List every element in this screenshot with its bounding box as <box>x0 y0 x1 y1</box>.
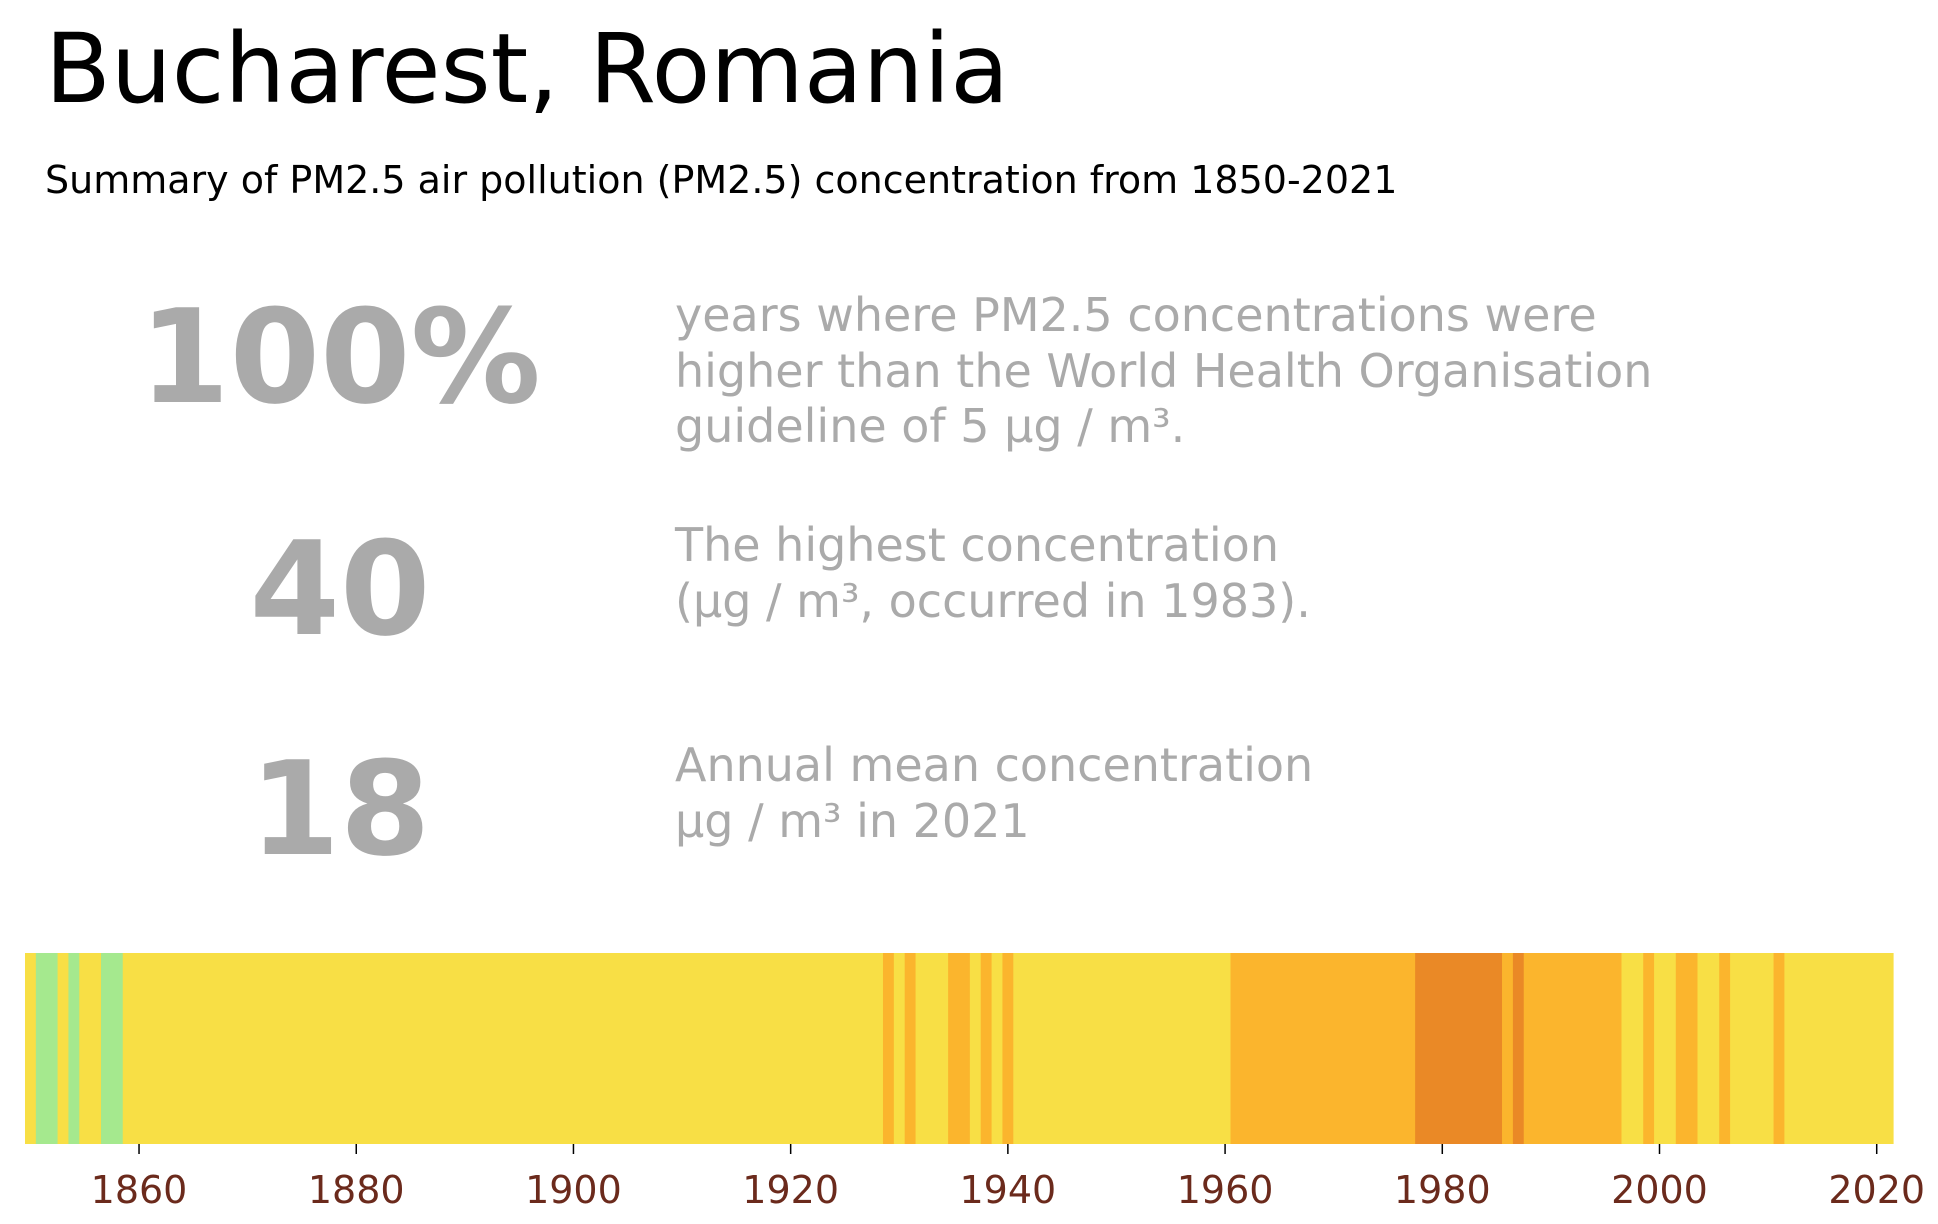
x-tick-label-2000: 2000 <box>1611 1168 1708 1212</box>
stripe-band-1857-1858 <box>101 953 124 1144</box>
x-tick-label-1960: 1960 <box>1177 1168 1274 1212</box>
x-tick-label-1880: 1880 <box>308 1168 405 1212</box>
x-tick-label-1900: 1900 <box>525 1168 622 1212</box>
stripe-band-2006-2006 <box>1719 953 1731 1144</box>
stripe-band-1961-1977 <box>1230 953 1416 1144</box>
x-tick-label-1860: 1860 <box>91 1168 188 1212</box>
stripe-band-1931-1931 <box>904 953 917 1144</box>
stat-highest-value: 40 <box>249 513 431 665</box>
x-tick-label-1980: 1980 <box>1394 1168 1491 1212</box>
stripe-band-2012-2021 <box>1784 953 1894 1144</box>
stripe-band-1940-1940 <box>1002 953 1014 1144</box>
stat-mean-value: 18 <box>249 733 431 885</box>
stripe-band-1930-1930 <box>893 953 906 1144</box>
x-tick-label-1920: 1920 <box>742 1168 839 1212</box>
stripe-band-1987-1987 <box>1512 953 1525 1144</box>
stripe-bands <box>25 953 1894 1144</box>
stripe-band-1937-1937 <box>969 953 982 1144</box>
stripe-band-2000-2001 <box>1654 953 1677 1144</box>
stripe-band-1986-1986 <box>1502 953 1514 1144</box>
stripe-band-1941-1960 <box>1013 953 1232 1144</box>
stripe-band-1850-1850 <box>25 953 37 1144</box>
stripe-band-1935-1936 <box>948 953 971 1144</box>
stat-mean-description: Annual mean concentration µg / m³ in 202… <box>675 738 1314 848</box>
stripe-band-1853-1853 <box>57 953 70 1144</box>
stat-percent-value: 100% <box>139 281 541 433</box>
stripe-band-2002-2003 <box>1675 953 1699 1144</box>
stat-highest-description: The highest concentration (µg / m³, occu… <box>675 518 1311 628</box>
x-tick-label-1940: 1940 <box>960 1168 1057 1212</box>
stat-percent-description: years where PM2.5 concentrations were hi… <box>675 288 1653 454</box>
page-subtitle: Summary of PM2.5 air pollution (PM2.5) c… <box>45 158 1398 202</box>
stripe-band-1978-1985 <box>1415 953 1503 1144</box>
stripe-band-1939-1939 <box>991 953 1004 1144</box>
stripe-band-2004-2005 <box>1697 953 1720 1144</box>
stripe-band-1859-1928 <box>122 953 884 1144</box>
stripe-band-1855-1856 <box>79 953 102 1144</box>
stripe-band-1854-1854 <box>68 953 80 1144</box>
stripe-band-2011-2011 <box>1773 953 1785 1144</box>
x-axis-ticks: 1860 1880 1900 1920 1940 1960 1980 2000 2020 <box>91 1144 1925 1212</box>
stripe-band-2007-2010 <box>1730 953 1775 1144</box>
stripe-band-1851-1852 <box>35 953 59 1144</box>
stripe-band-1938-1938 <box>980 953 993 1144</box>
page-title: Bucharest, Romania <box>45 13 1010 125</box>
stripe-band-1932-1934 <box>915 953 949 1144</box>
stripe-band-1997-1998 <box>1621 953 1644 1144</box>
x-tick-label-2020: 2020 <box>1828 1168 1925 1212</box>
stripe-band-1999-1999 <box>1643 953 1655 1144</box>
stripe-band-1988-1996 <box>1523 953 1623 1144</box>
stripe-band-1929-1929 <box>882 953 895 1144</box>
